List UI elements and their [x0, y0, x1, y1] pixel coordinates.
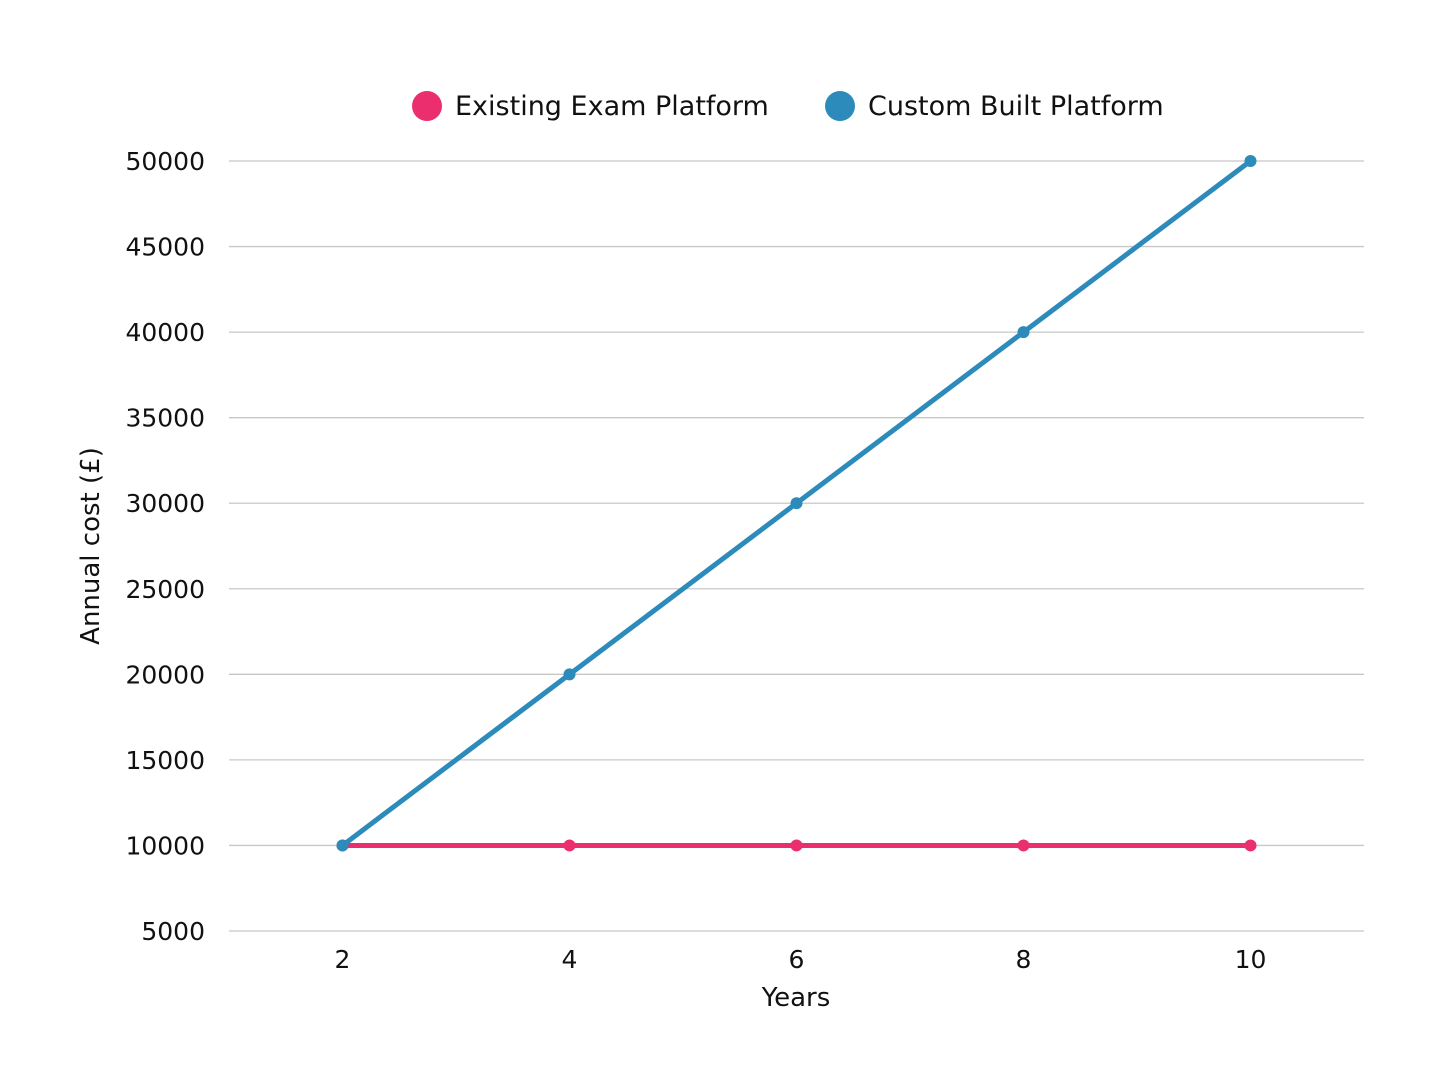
- y-axis-label: Annual cost (£): [76, 447, 106, 645]
- data-point: [563, 668, 576, 681]
- x-tick-label: 10: [1235, 945, 1267, 974]
- legend-marker: [825, 91, 855, 121]
- legend-label: Existing Exam Platform: [455, 91, 769, 122]
- data-point: [563, 839, 576, 852]
- data-point: [1017, 839, 1030, 852]
- x-tick-label: 8: [1016, 945, 1032, 974]
- x-axis-ticks: 2 4 6 8 10: [335, 945, 1267, 974]
- y-tick-label: 50000: [125, 147, 205, 176]
- x-tick-label: 2: [335, 945, 351, 974]
- data-point: [1017, 326, 1030, 339]
- y-tick-label: 45000: [125, 233, 205, 262]
- y-tick-label: 20000: [125, 660, 205, 689]
- x-tick-label: 4: [562, 945, 578, 974]
- y-tick-label: 25000: [125, 575, 205, 604]
- x-tick-label: 6: [789, 945, 805, 974]
- data-point: [1244, 839, 1257, 852]
- data-point: [1244, 155, 1257, 167]
- y-axis-ticks: 5000 10000 15000 20000 25000 30000 35000 40000 4…: [125, 147, 205, 946]
- y-tick-label: 40000: [125, 318, 205, 347]
- y-tick-label: 15000: [125, 746, 205, 775]
- y-tick-label: 5000: [141, 917, 205, 946]
- legend: Existing Exam Platform Custom Built Platf…: [412, 91, 1164, 122]
- legend-label: Custom Built Platform: [868, 91, 1164, 122]
- legend-marker: [412, 91, 442, 121]
- x-axis-label: Years: [761, 983, 831, 1013]
- data-point: [790, 497, 803, 510]
- data-point: [790, 839, 803, 852]
- gridlines: [229, 160, 1364, 932]
- y-tick-label: 30000: [125, 489, 205, 518]
- y-tick-label: 10000: [125, 831, 205, 860]
- data-point: [336, 839, 349, 852]
- series-group: [336, 155, 1257, 852]
- y-tick-label: 35000: [125, 404, 205, 433]
